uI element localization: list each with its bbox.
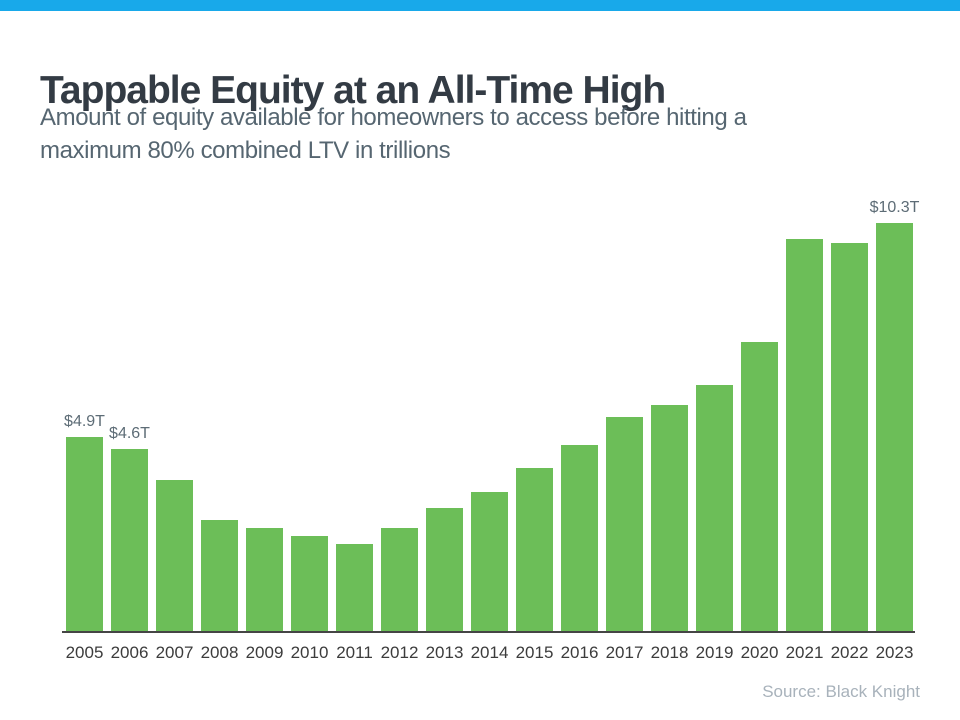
x-tick-label-2016: 2016 [560, 643, 599, 662]
x-tick-label-2014: 2014 [470, 643, 509, 662]
bar-cell-2007: 2007 [156, 195, 193, 662]
accent-top-bar [0, 0, 960, 11]
x-tick-label-2023: 2023 [875, 643, 914, 662]
x-tick-label-2013: 2013 [425, 643, 464, 662]
bar-2018 [651, 405, 688, 631]
x-tick-label-2009: 2009 [245, 643, 284, 662]
bar-2010 [291, 536, 328, 631]
bar-cell-2009: 2009 [246, 195, 283, 662]
bar-cell-2011: 2011 [336, 195, 373, 662]
page-title: Tappable Equity at an All-Time High [40, 69, 666, 113]
bar-2006 [111, 449, 148, 631]
x-tick-label-2008: 2008 [200, 643, 239, 662]
bar-2016 [561, 445, 598, 631]
bar-cell-2005: $4.9T 2005 [64, 195, 105, 662]
bar-2020 [741, 342, 778, 631]
x-tick-label-2019: 2019 [695, 643, 734, 662]
value-label-2005: $4.9T [64, 413, 105, 430]
bar-2005 [66, 437, 103, 631]
x-tick-label-2010: 2010 [290, 643, 329, 662]
bar-chart-plot-area: $4.9T 2005 $4.6T 2006 2007 2008 2009 2010 2011 20… [62, 195, 920, 662]
x-tick-label-2021: 2021 [785, 643, 824, 662]
x-tick-label-2022: 2022 [830, 643, 869, 662]
value-label-2006: $4.6T [109, 425, 150, 442]
bar-cell-2016: 2016 [561, 195, 598, 662]
bar-cell-2006: $4.6T 2006 [109, 195, 150, 662]
bar-2013 [426, 508, 463, 631]
x-tick-label-2011: 2011 [336, 643, 373, 662]
value-label-2023: $10.3T [869, 199, 920, 216]
bar-cell-2012: 2012 [381, 195, 418, 662]
bar-2014 [471, 492, 508, 631]
bar-cell-2014: 2014 [471, 195, 508, 662]
bar-2009 [246, 528, 283, 631]
bar-2015 [516, 468, 553, 631]
bar-cell-2018: 2018 [651, 195, 688, 662]
bar-cell-2010: 2010 [291, 195, 328, 662]
bar-2007 [156, 480, 193, 631]
bar-2017 [606, 417, 643, 631]
bar-2011 [336, 544, 373, 631]
x-tick-label-2006: 2006 [110, 643, 149, 662]
bar-cell-2021: 2021 [786, 195, 823, 662]
x-tick-label-2017: 2017 [605, 643, 644, 662]
x-tick-label-2007: 2007 [155, 643, 194, 662]
x-tick-label-2012: 2012 [380, 643, 419, 662]
x-tick-label-2015: 2015 [515, 643, 554, 662]
bar-cell-2013: 2013 [426, 195, 463, 662]
x-tick-label-2020: 2020 [740, 643, 779, 662]
bar-cell-2017: 2017 [606, 195, 643, 662]
chart-subtitle: Amount of equity available for homeowner… [40, 104, 747, 164]
bar-cell-2022: 2022 [831, 195, 868, 662]
bar-cell-2008: 2008 [201, 195, 238, 662]
bar-cell-2020: 2020 [741, 195, 778, 662]
x-tick-label-2005: 2005 [65, 643, 104, 662]
x-tick-label-2018: 2018 [650, 643, 689, 662]
bar-cell-2019: 2019 [696, 195, 733, 662]
bar-2012 [381, 528, 418, 631]
bar-cell-2015: 2015 [516, 195, 553, 662]
bar-cell-2023: $10.3T 2023 [870, 195, 920, 662]
bar-2021 [786, 239, 823, 631]
bar-2022 [831, 243, 868, 631]
bar-2008 [201, 520, 238, 631]
source-attribution: Source: Black Knight [762, 682, 920, 701]
bar-2019 [696, 385, 733, 631]
bar-2023 [876, 223, 913, 631]
